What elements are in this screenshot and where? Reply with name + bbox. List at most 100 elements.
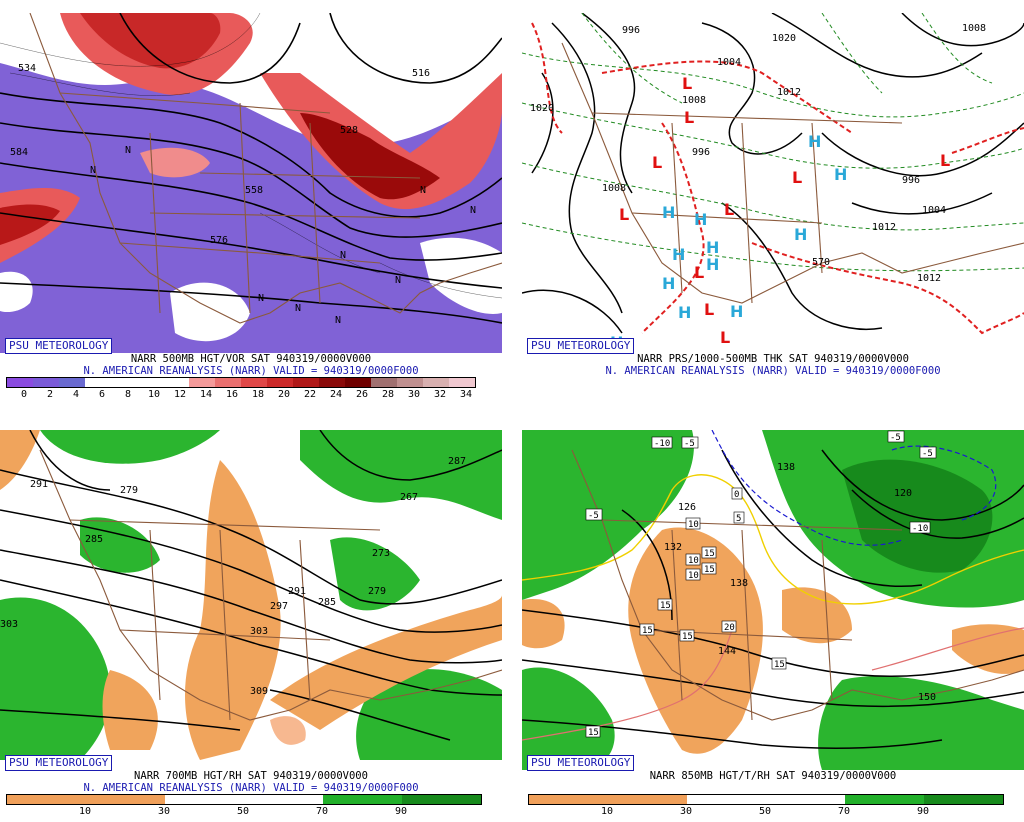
colorbar-segment (244, 795, 323, 804)
contour-label: 996 (692, 147, 710, 158)
colorbar-segment (423, 378, 449, 387)
height-labels: 138 120 126 132 138 144 150 (664, 462, 936, 703)
colorbar-segment (293, 378, 319, 387)
panel-title: NARR PRS/1000-500MB THK SAT 940319/0000V… (637, 353, 909, 365)
vorticity-field: 534 516 584 528 558 576 N N N N N N N N … (0, 13, 502, 353)
contour-label: 279 (120, 485, 138, 496)
colorbar-label: 10 (600, 806, 614, 817)
colorbar-label: 16 (225, 389, 239, 400)
colorbar-segment (371, 378, 397, 387)
colorbar-label: 28 (381, 389, 395, 400)
vort-mark: N (90, 165, 96, 176)
colorbar-label: 50 (236, 806, 250, 817)
svg-text:15: 15 (682, 632, 693, 642)
temp-label: 0 (731, 487, 743, 500)
contour-label: 303 (0, 619, 18, 630)
low-marker: L (684, 108, 694, 127)
colorbar-label: 12 (173, 389, 187, 400)
contour-label: 297 (270, 601, 288, 612)
contour-label: 576 (210, 235, 228, 246)
contour-label: 287 (448, 456, 466, 467)
colorbar-label: 8 (124, 389, 132, 400)
temp-label: 5 (733, 511, 745, 524)
contour-label: 570 (812, 257, 830, 268)
rh700-field: 291 279 285 297 291 303 309 315 285 279 … (0, 430, 502, 770)
low-marker: L (652, 153, 662, 172)
colorbar-label: 20 (277, 389, 291, 400)
panel-subtitle: N. AMERICAN REANALYSIS (NARR) VALID = 94… (83, 782, 419, 794)
colorbar-segment (267, 378, 293, 387)
colorbar-label: 22 (303, 389, 317, 400)
colorbar-label: 2 (46, 389, 54, 400)
colorbar-label: 30 (679, 806, 693, 817)
high-marker: H (934, 352, 947, 353)
contour-label: 285 (318, 597, 336, 608)
colorbar-segment (59, 378, 85, 387)
colorbar (6, 794, 482, 805)
colorbar-segment (137, 378, 163, 387)
low-marker: L (704, 300, 714, 319)
colorbar-segment (7, 378, 33, 387)
pressure-field: 996 1020 1020 1008 1012 1004 1008 996 10… (522, 13, 1024, 353)
contour-label: 1008 (962, 23, 986, 34)
high-marker: H (672, 245, 685, 264)
panel-850mb-t-rh: 138 120 126 132 138 144 150 -10 -5 -5 -5… (522, 417, 1024, 822)
contour-label: 291 (288, 586, 306, 597)
contour-label: 285 (85, 534, 103, 545)
high-marker: H (794, 225, 807, 244)
temp-label: 15 (701, 546, 717, 559)
low-marker: L (940, 151, 950, 170)
colorbar-segment (345, 378, 371, 387)
panel-700mb-rh: 291 279 285 297 291 303 309 315 285 279 … (0, 417, 502, 822)
contour-labels: 534 516 584 528 558 576 (10, 63, 430, 246)
contour-label: 132 (664, 542, 682, 553)
colorbar-segment (33, 378, 59, 387)
contour-label: 279 (368, 586, 386, 597)
colorbar-segment (163, 378, 189, 387)
colorbar (528, 794, 1004, 805)
contour-label: 584 (10, 147, 28, 158)
colorbar-label: 10 (147, 389, 161, 400)
svg-text:15: 15 (588, 728, 599, 738)
contour-label: 1012 (872, 222, 896, 233)
colorbar-segment (845, 795, 924, 804)
temp-label: -10 (651, 436, 673, 449)
contour-label: 1020 (772, 33, 796, 44)
low-marker: L (694, 263, 704, 282)
colorbar-label: 70 (837, 806, 851, 817)
panel-title: NARR 700MB HGT/RH SAT 940319/0000V000 (134, 770, 368, 782)
high-marker: H (808, 132, 821, 151)
vort-mark: N (340, 250, 346, 261)
temp-label: 15 (639, 623, 655, 636)
contour-label: 996 (622, 25, 640, 36)
colorbar-segment (319, 378, 345, 387)
contour-label: 120 (894, 488, 912, 499)
panel-500mb-vorticity: 534 516 584 528 558 576 N N N N N N N N … (0, 0, 502, 405)
psu-logo: PSU METEOROLOGY (527, 755, 635, 771)
vort-mark: N (335, 315, 341, 326)
contour-label: 291 (30, 479, 48, 490)
contour-label: 1008 (602, 183, 626, 194)
temp-label: -5 (585, 508, 603, 521)
low-markers: L L L L L L L L L L (619, 74, 950, 347)
colorbar-segment (323, 795, 402, 804)
psu-logo: PSU METEOROLOGY (527, 338, 635, 354)
colorbar-segment (189, 378, 215, 387)
svg-text:10: 10 (688, 556, 699, 566)
t850-field: 138 120 126 132 138 144 150 -10 -5 -5 -5… (522, 430, 1024, 770)
low-marker: L (619, 205, 629, 224)
vort-mark: N (470, 205, 476, 216)
high-marker: H (754, 352, 767, 353)
svg-text:10: 10 (688, 571, 699, 581)
vort-mark: N (125, 145, 131, 156)
high-marker: H (694, 210, 707, 229)
vort-mark: N (420, 185, 426, 196)
colorbar-segment (111, 378, 137, 387)
svg-text:-5: -5 (588, 511, 599, 521)
colorbar-segment (86, 795, 165, 804)
contour-label: 144 (718, 646, 736, 657)
temp-label: 15 (771, 657, 787, 670)
high-marker: H (730, 302, 743, 321)
colorbar-segment (397, 378, 423, 387)
vort-mark: N (258, 293, 264, 304)
